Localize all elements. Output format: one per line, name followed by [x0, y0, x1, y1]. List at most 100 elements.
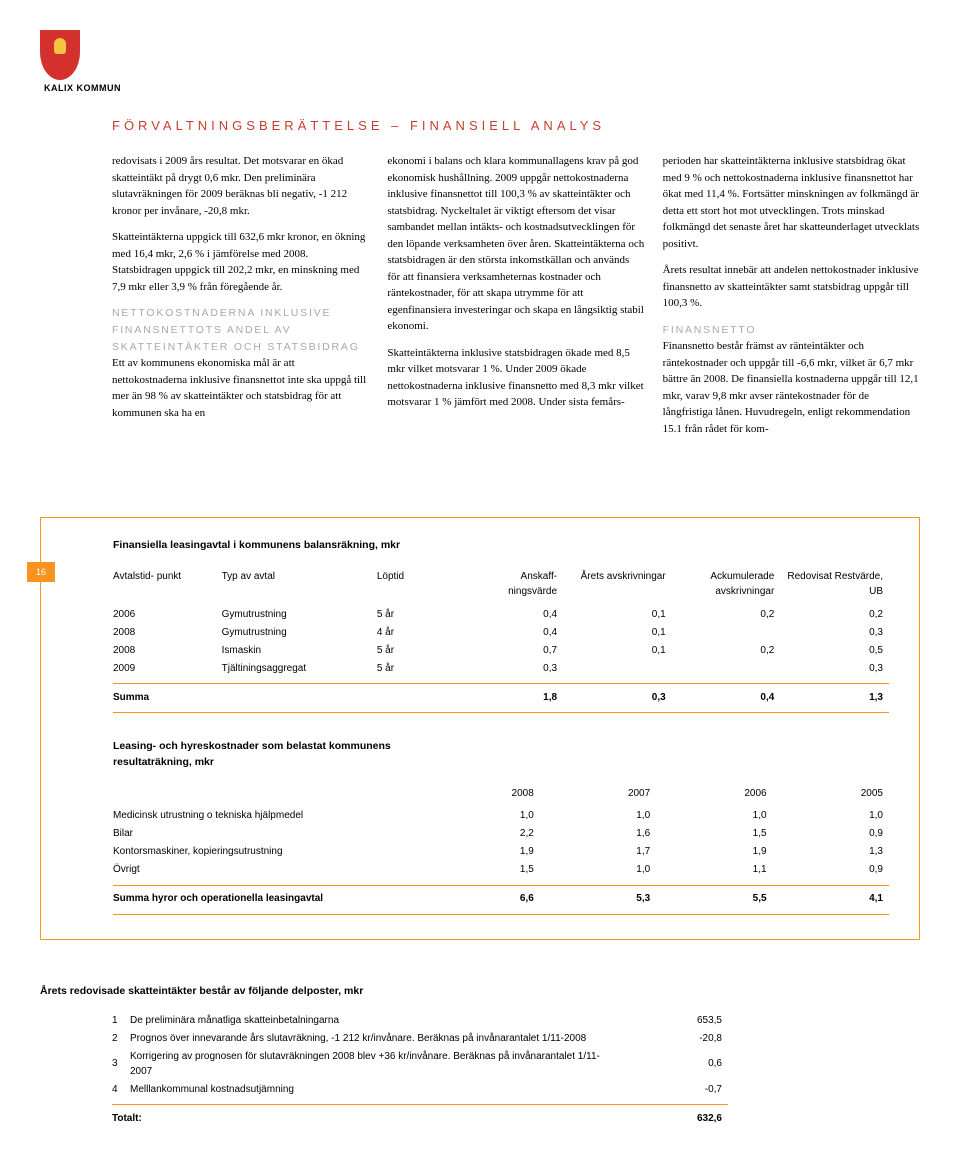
table-cell: 1 [112, 1011, 130, 1029]
table-cell: 632,6 [648, 1109, 728, 1127]
table-cell: Kontorsmaskiner, kopieringsutrustning [113, 843, 423, 861]
table-cell: Övrigt [113, 861, 423, 879]
table-cell: 1,6 [540, 825, 656, 843]
table-cell: 0,3 [780, 659, 889, 677]
table-cell: 0,9 [773, 861, 889, 879]
body-para: Skatteintäkterna inklusive statsbidragen… [387, 345, 644, 411]
table-cell: De preliminära månatliga skatteinbetalni… [130, 1011, 648, 1029]
table-cell: 5,5 [656, 890, 772, 908]
table-cell: 1,0 [773, 807, 889, 825]
col-header: 2006 [656, 783, 772, 807]
table-cell: Medicinsk utrustning o tekniska hjälpmed… [113, 807, 423, 825]
table-cell: Ismaskin [222, 641, 377, 659]
col-header: Ackumulerade avskrivningar [672, 566, 781, 605]
body-para: Årets resultat innebär att andelen netto… [663, 262, 920, 312]
body-para: Skatteintäkterna uppgick till 632,6 mkr … [112, 229, 369, 295]
table-cell: 4 [112, 1080, 130, 1098]
table-cell: 1,0 [656, 807, 772, 825]
table-cell: 0,5 [780, 641, 889, 659]
table-cell [222, 688, 377, 706]
col-header: Anskaff- ningsvärde [470, 566, 563, 605]
table-cell: 0,2 [672, 641, 781, 659]
table-cell: 2009 [113, 659, 222, 677]
table-cell: 0,2 [672, 605, 781, 623]
table-cell: Tjältiningsaggregat [222, 659, 377, 677]
section-title: FÖRVALTNINGSBERÄTTELSE – FINANSIELL ANAL… [112, 116, 920, 136]
table-cell: 0,3 [563, 688, 672, 706]
sub-heading: NETTOKOSTNADERNA INKLUSIVE FINANSNETTOTS… [112, 307, 360, 353]
table-cell: 0,3 [470, 659, 563, 677]
table-cell: 653,5 [648, 1011, 728, 1029]
table-cell: 1,3 [773, 843, 889, 861]
leasing-cost-table: 2008 2007 2006 2005 Medicinsk utrustning… [113, 783, 889, 879]
body-para: Finansnetto består främst av ränteintäkt… [663, 340, 919, 435]
table-cell: 0,7 [470, 641, 563, 659]
table-cell: 2006 [113, 605, 222, 623]
body-columns: redovisats i 2009 års resultat. Det mots… [112, 153, 920, 447]
municipality-logo [40, 30, 80, 80]
table-cell: Summa [113, 688, 222, 706]
table-cell: Summa hyror och operationella leasingavt… [113, 890, 423, 908]
table-cell: 2008 [113, 623, 222, 641]
table-cell: 1,3 [780, 688, 889, 706]
table-title: Leasing- och hyreskostnader som belastat… [113, 739, 393, 771]
col-header: 2005 [773, 783, 889, 807]
table-cell: -20,8 [648, 1029, 728, 1047]
table-cell: 6,6 [423, 890, 539, 908]
col-header: 2008 [423, 783, 539, 807]
body-para: ekonomi i balans och klara kommunallagen… [387, 153, 644, 335]
body-para: Ett av kommunens ekonomiska mål är att n… [112, 357, 366, 419]
table-cell: 4,1 [773, 890, 889, 908]
table-cell: 1,5 [656, 825, 772, 843]
col-header: Redovisat Restvärde, UB [780, 566, 889, 605]
page-number: 16 [27, 562, 55, 582]
table-cell: Gymutrustning [222, 605, 377, 623]
table-cell: 1,0 [540, 807, 656, 825]
table-cell: 2008 [113, 641, 222, 659]
table-cell [148, 1109, 648, 1127]
table-cell: 5 år [377, 659, 470, 677]
table-cell: 1,8 [470, 688, 563, 706]
table-cell: Korrigering av prognosen för slutavräkni… [130, 1047, 648, 1080]
table-cell: 0,9 [773, 825, 889, 843]
col-header: Avtalstid- punkt [113, 566, 222, 605]
table-cell: Totalt: [112, 1109, 148, 1127]
leasing-balance-table: Avtalstid- punkt Typ av avtal Löptid Ans… [113, 566, 889, 677]
table-cell: Gymutrustning [222, 623, 377, 641]
table-cell [672, 659, 781, 677]
col-header: Typ av avtal [222, 566, 377, 605]
table-cell: 5 år [377, 641, 470, 659]
table-cell: Prognos över innevarande års slutavräkni… [130, 1029, 648, 1047]
table-cell: 1,9 [423, 843, 539, 861]
table-cell: 3 [112, 1047, 130, 1080]
table-cell: 0,1 [563, 605, 672, 623]
table-cell: 0,1 [563, 623, 672, 641]
table-cell: 0,6 [648, 1047, 728, 1080]
col-header: Årets avskrivningar [563, 566, 672, 605]
table-cell: 0,4 [470, 623, 563, 641]
table-cell: 5,3 [540, 890, 656, 908]
brand-name: KALIX KOMMUN [44, 82, 121, 96]
body-para: redovisats i 2009 års resultat. Det mots… [112, 153, 369, 219]
table-cell: 5 år [377, 605, 470, 623]
tax-income-table: 1De preliminära månatliga skatteinbetaln… [112, 1011, 728, 1098]
table-cell: 1,7 [540, 843, 656, 861]
table-cell: 0,3 [780, 623, 889, 641]
table-cell [563, 659, 672, 677]
table-cell: Bilar [113, 825, 423, 843]
table-cell: Melllankommunal kostnadsutjämning [130, 1080, 648, 1098]
col-header [113, 783, 423, 807]
table-cell: 1,0 [423, 807, 539, 825]
table-cell: 1,0 [540, 861, 656, 879]
table-cell [377, 688, 470, 706]
table-title: Finansiella leasingavtal i kommunens bal… [113, 538, 889, 554]
body-para: perioden har skatteintäkterna inklusive … [663, 153, 920, 252]
col-header: Löptid [377, 566, 470, 605]
table-title: Årets redovisade skatteintäkter består a… [40, 984, 920, 1000]
table-cell: 4 år [377, 623, 470, 641]
table-cell: 0,4 [470, 605, 563, 623]
sub-heading: FINANSNETTO [663, 324, 757, 336]
table-cell: 1,9 [656, 843, 772, 861]
table-cell [672, 623, 781, 641]
table-cell: 1,1 [656, 861, 772, 879]
